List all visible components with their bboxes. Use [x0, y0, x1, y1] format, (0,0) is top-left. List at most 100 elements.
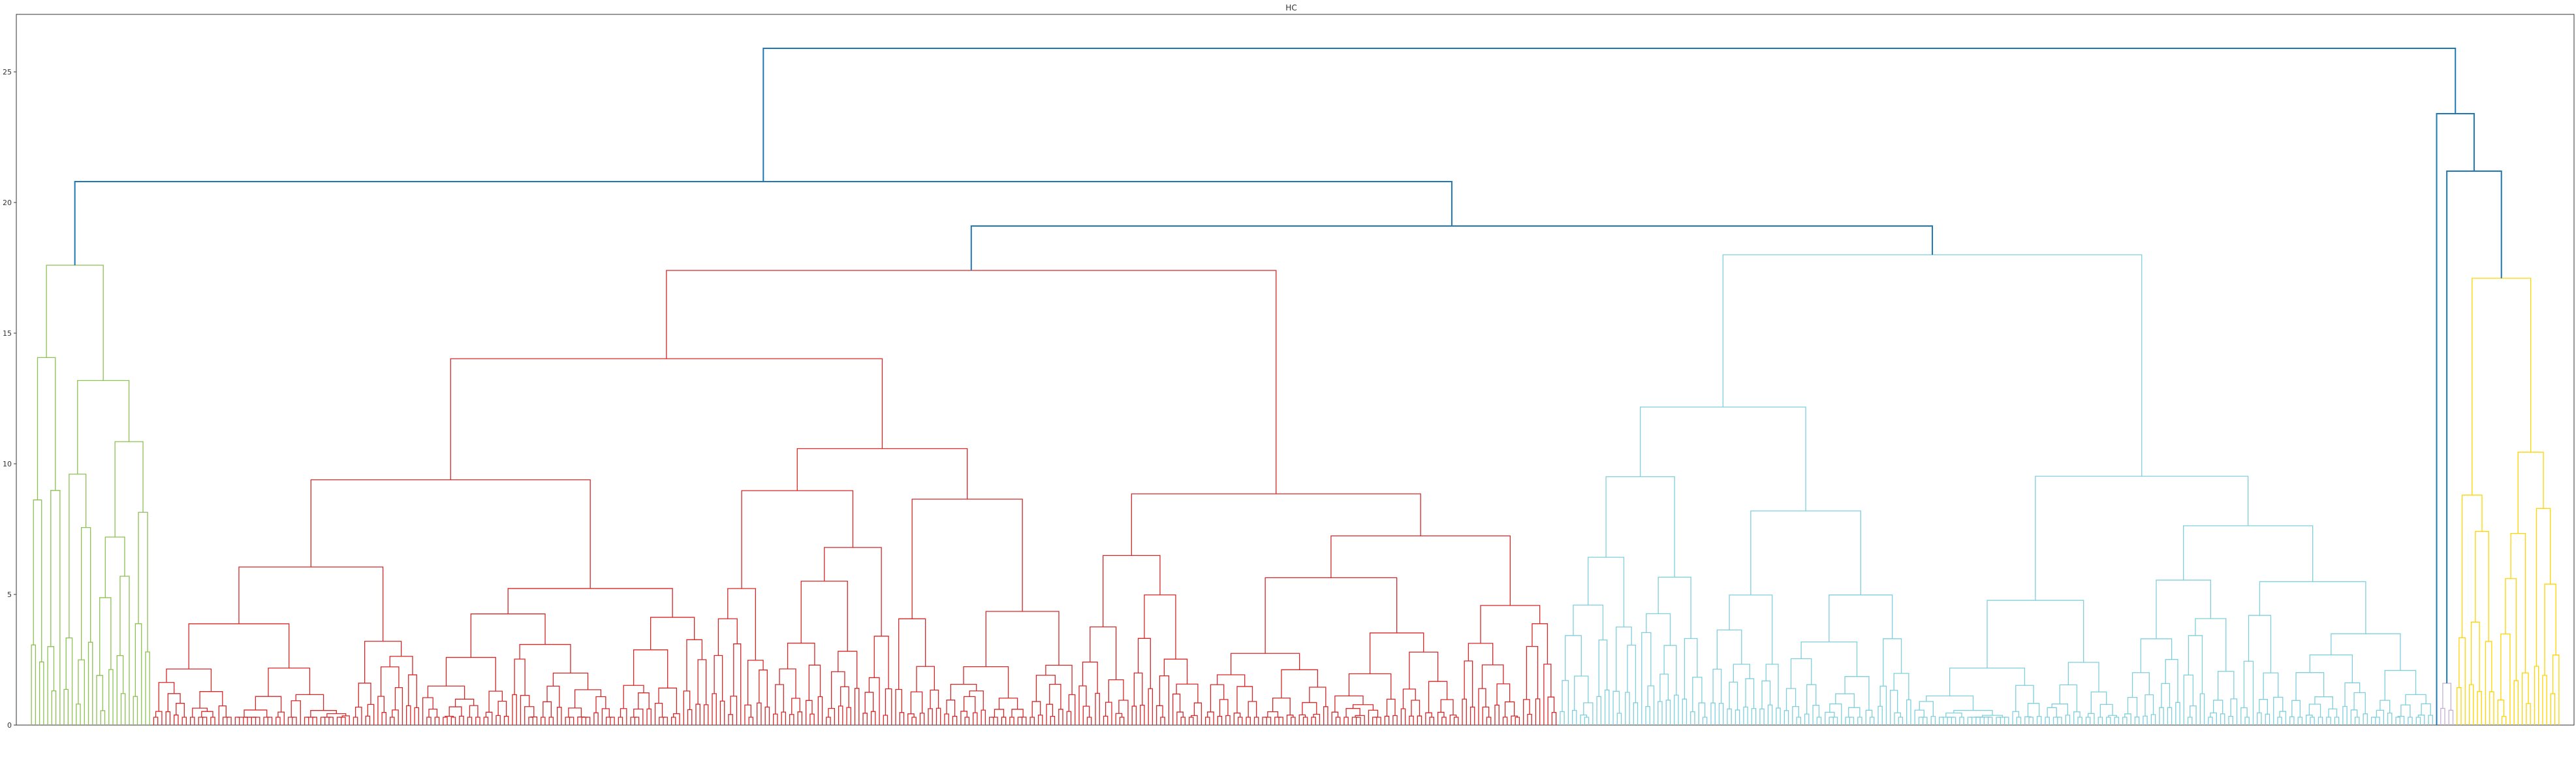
cluster-link: [1302, 702, 1317, 715]
cluster-link: [469, 705, 479, 717]
chart-title: HC: [1285, 3, 1296, 12]
cluster-link: [1857, 717, 1862, 725]
cluster-link: [1657, 576, 1691, 639]
cluster-link: [1543, 664, 1552, 725]
cluster-link: [1987, 717, 1993, 725]
cluster-link: [2085, 717, 2091, 725]
cluster-link: [2161, 683, 2171, 708]
cluster-link: [2370, 717, 2376, 725]
cluster-link: [952, 715, 958, 725]
cluster-link: [1133, 672, 1143, 707]
cluster-link: [1017, 717, 1023, 725]
cluster-link: [1712, 668, 1722, 704]
cluster-link: [2122, 717, 2128, 725]
cluster-link: [1482, 706, 1490, 725]
cluster-link: [2517, 451, 2544, 534]
cluster-link: [994, 709, 1005, 717]
cluster-link: [2012, 711, 2020, 725]
cluster-link: [1883, 638, 1902, 687]
cluster-link: [328, 717, 334, 725]
cluster-link: [422, 697, 433, 725]
cluster-link: [2090, 691, 2107, 714]
cluster-link: [1767, 704, 1773, 725]
cluster-link: [1172, 693, 1181, 725]
cluster-link: [1759, 708, 1765, 725]
cluster-link: [2334, 717, 2340, 725]
cluster-link: [1535, 698, 1541, 725]
cluster-link: [1078, 685, 1087, 725]
cluster-link: [2212, 700, 2223, 714]
cluster-link: [1409, 715, 1414, 725]
cluster-link: [339, 717, 346, 725]
cluster-link: [459, 715, 464, 725]
cluster-link: [1176, 711, 1184, 725]
cluster-link: [2485, 641, 2492, 725]
cluster-link: [808, 664, 821, 701]
cluster-link: [2542, 675, 2547, 725]
cluster-link: [174, 714, 179, 725]
cluster-link: [1253, 717, 1259, 725]
cluster-link: [2218, 671, 2235, 700]
cluster-link: [1580, 714, 1588, 725]
cluster-link: [805, 700, 813, 725]
cluster-link: [2099, 704, 2113, 717]
cluster-link: [1647, 685, 1655, 725]
cluster-link: [638, 692, 650, 709]
cluster-link: [116, 655, 124, 725]
cluster-link: [1369, 632, 1424, 674]
cluster-link: [764, 706, 770, 725]
top-merge-link: [2446, 170, 2502, 683]
cluster-link: [1816, 717, 1822, 725]
cluster-link: [514, 658, 526, 696]
cluster-link: [2526, 703, 2531, 725]
cluster-link: [1180, 717, 1186, 725]
cluster-link: [199, 691, 223, 709]
cluster-link: [574, 689, 602, 708]
cluster-link: [719, 700, 725, 725]
cluster-link: [1400, 708, 1406, 725]
cluster-link: [2457, 687, 2462, 725]
cluster-link: [1959, 717, 1964, 725]
cluster-link: [2354, 717, 2360, 725]
cluster-link: [2257, 712, 2262, 725]
cluster-link: [2263, 672, 2279, 700]
cluster-link: [1011, 709, 1024, 717]
cluster-link: [1207, 711, 1214, 725]
cluster-link: [2015, 685, 2034, 712]
cluster-link: [1665, 700, 1671, 725]
cluster-link: [1140, 704, 1145, 725]
cluster-link: [1800, 641, 1858, 677]
cluster-link: [695, 704, 700, 725]
cluster-link: [31, 644, 37, 725]
cluster-link: [405, 705, 411, 725]
cluster-link: [2106, 717, 2111, 725]
cluster-link: [77, 380, 130, 474]
cluster-link: [519, 643, 571, 673]
cluster-link: [565, 717, 572, 725]
cluster-link: [1050, 715, 1056, 725]
cluster-link: [610, 717, 615, 725]
plot-frame: [16, 14, 2575, 726]
cluster-link: [1657, 701, 1663, 725]
cluster-link: [100, 710, 106, 725]
cluster-link: [310, 479, 591, 589]
cluster-link: [234, 717, 240, 725]
cluster-link: [1264, 577, 1398, 654]
cluster-link: [1761, 680, 1771, 709]
cluster-link: [2550, 693, 2556, 725]
cluster-link: [2314, 696, 2333, 709]
cluster-link: [275, 717, 281, 725]
cluster-link: [1374, 717, 1381, 725]
cluster-link: [2472, 278, 2532, 495]
cluster-link: [1921, 717, 1928, 725]
cluster-link: [928, 708, 933, 725]
top-merge-link: [970, 225, 1934, 270]
cluster-link: [595, 696, 606, 713]
cluster-link: [717, 618, 738, 656]
cluster-link: [1584, 717, 1590, 725]
cluster-link: [2190, 705, 2197, 725]
cluster-link: [227, 717, 232, 725]
cluster-link: [520, 694, 530, 725]
cluster-link: [2045, 717, 2050, 725]
cluster-link: [326, 713, 347, 717]
